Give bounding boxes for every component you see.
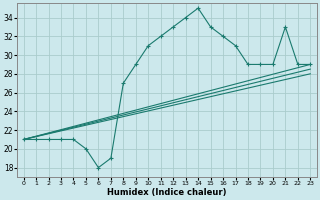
X-axis label: Humidex (Indice chaleur): Humidex (Indice chaleur) bbox=[107, 188, 227, 197]
